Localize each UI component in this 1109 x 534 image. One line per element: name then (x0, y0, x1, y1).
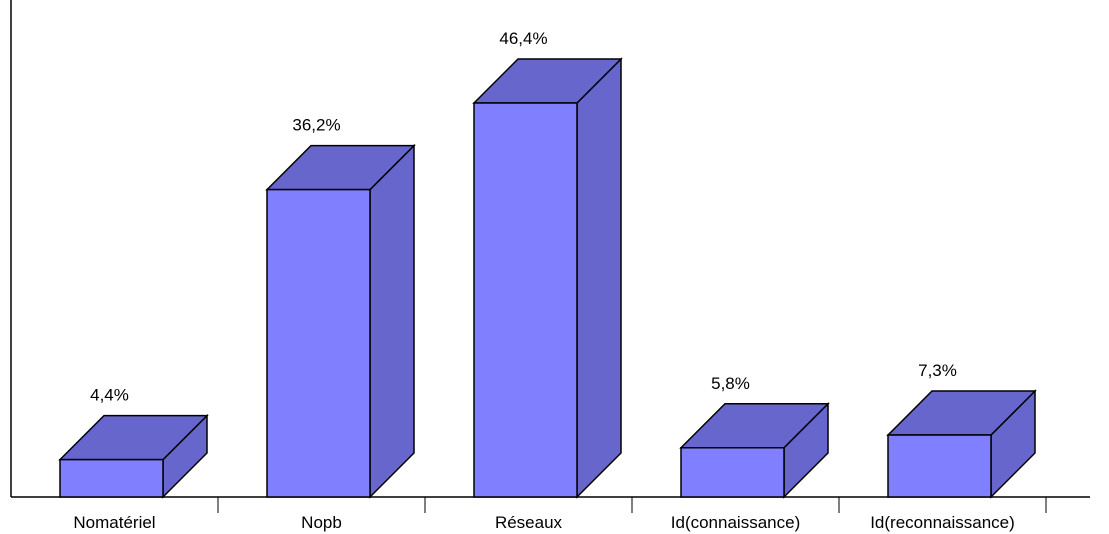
bar-side-face (576, 57, 622, 499)
bar-4 (886, 389, 1037, 499)
bar-side-face (369, 143, 415, 499)
bars (58, 57, 1037, 499)
bar-3 (679, 401, 830, 499)
bar-front-face (473, 102, 578, 498)
value-label: 36,2% (292, 116, 340, 135)
bar-front-face (887, 434, 992, 498)
category-label: Réseaux (495, 513, 563, 532)
category-label: Nomatériel (73, 513, 155, 532)
value-label: 5,8% (711, 374, 750, 393)
bar-2 (472, 57, 623, 499)
bar-1 (265, 143, 416, 499)
category-label: Nopb (301, 513, 342, 532)
value-label: 46,4% (499, 29, 547, 48)
x-axis-ticks (217, 497, 1047, 513)
bar-front-face (680, 447, 785, 498)
category-label: Id(connaissance) (671, 513, 800, 532)
bar-front-face (266, 188, 371, 498)
category-label: Id(reconnaissance) (870, 513, 1015, 532)
value-label: 4,4% (90, 386, 129, 405)
category-labels: Nomatériel Nopb Réseaux Id(connaissance) Id(… (73, 513, 1014, 532)
value-label: 7,3% (918, 361, 957, 380)
bar-front-face (59, 458, 164, 498)
value-labels: 4,4% 36,2% 46,4% 5,8% 7,3% (90, 29, 957, 405)
bar-0 (58, 413, 209, 499)
